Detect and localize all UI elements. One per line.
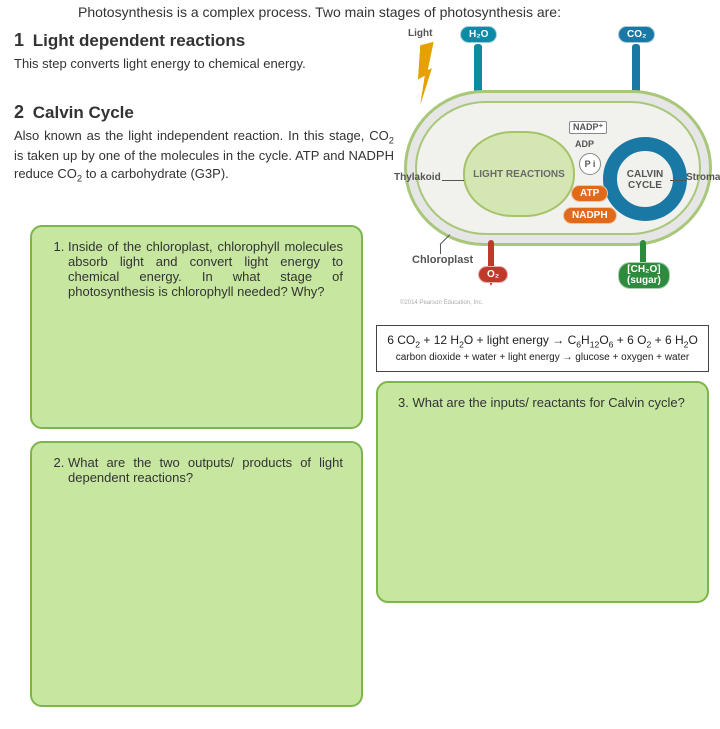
section-2-heading: 2 Calvin Cycle: [14, 102, 394, 123]
thylakoid: LIGHT REACTIONS: [463, 131, 575, 217]
question-2-text: What are the two outputs/ products of li…: [68, 455, 343, 485]
question-1-text: Inside of the chloroplast, chlorophyll m…: [68, 239, 343, 299]
question-box-2: What are the two outputs/ products of li…: [30, 441, 363, 707]
pill-o2: O₂: [478, 266, 508, 283]
question-box-3: 3. What are the inputs/ reactants for Ca…: [376, 381, 709, 603]
label-chloroplast: Chloroplast: [412, 254, 473, 266]
image-credit: ©2014 Pearson Education, Inc.: [400, 300, 483, 306]
chloroplast-membrane: LIGHT REACTIONS CALVIN CYCLE NADP⁺ ADP P…: [404, 90, 712, 246]
pill-nadph: NADPH: [563, 207, 617, 224]
section-1-heading: 1 Light dependent reactions: [14, 30, 394, 51]
section-2-number: 2: [14, 102, 24, 122]
label-nadp-plus: NADP⁺: [569, 121, 607, 134]
light-reactions-label: LIGHT REACTIONS: [473, 169, 565, 180]
pill-atp: ATP: [571, 185, 608, 202]
intro-text: Photosynthesis is a complex process. Two…: [78, 4, 561, 20]
chloroplast-stroma: LIGHT REACTIONS CALVIN CYCLE NADP⁺ ADP P…: [415, 101, 701, 235]
equation-box: 6 CO2 + 12 H2O + light energy → C6H12O6 …: [376, 325, 709, 372]
chloroplast-diagram: Light H₂O CO₂ LIGHT REACTIONS CALVIN CYC…: [400, 30, 720, 320]
equation-formula: 6 CO2 + 12 H2O + light energy → C6H12O6 …: [385, 332, 700, 351]
pill-sugar: [CH₂O](sugar): [618, 262, 670, 289]
pill-h2o: H₂O: [460, 26, 497, 43]
question-box-1: Inside of the chloroplast, chlorophyll m…: [30, 225, 363, 429]
section-1: 1 Light dependent reactions This step co…: [14, 30, 394, 73]
label-stroma: Stroma: [686, 172, 720, 183]
label-light: Light: [408, 28, 432, 39]
label-pi: P i: [579, 153, 601, 175]
section-2-title: Calvin Cycle: [33, 103, 134, 122]
sunlight-icon: [416, 35, 434, 108]
pill-co2: CO₂: [618, 26, 655, 43]
leader-thylakoid: [442, 180, 464, 181]
section-1-title: Light dependent reactions: [33, 31, 246, 50]
section-2: 2 Calvin Cycle Also known as the light i…: [14, 102, 394, 185]
leader-chloroplast-v: [440, 244, 441, 254]
section-2-body: Also known as the light independent reac…: [14, 127, 394, 185]
label-thylakoid: Thylakoid: [394, 172, 441, 183]
leader-stroma: [670, 180, 686, 181]
calvin-cycle-label: CALVIN CYCLE: [617, 169, 673, 191]
section-1-body: This step converts light energy to chemi…: [14, 55, 394, 73]
equation-words: carbon dioxide + water + light energy → …: [385, 351, 700, 365]
label-adp: ADP: [575, 139, 594, 149]
question-3-text: 3. What are the inputs/ reactants for Ca…: [398, 395, 685, 410]
section-1-number: 1: [14, 30, 24, 50]
